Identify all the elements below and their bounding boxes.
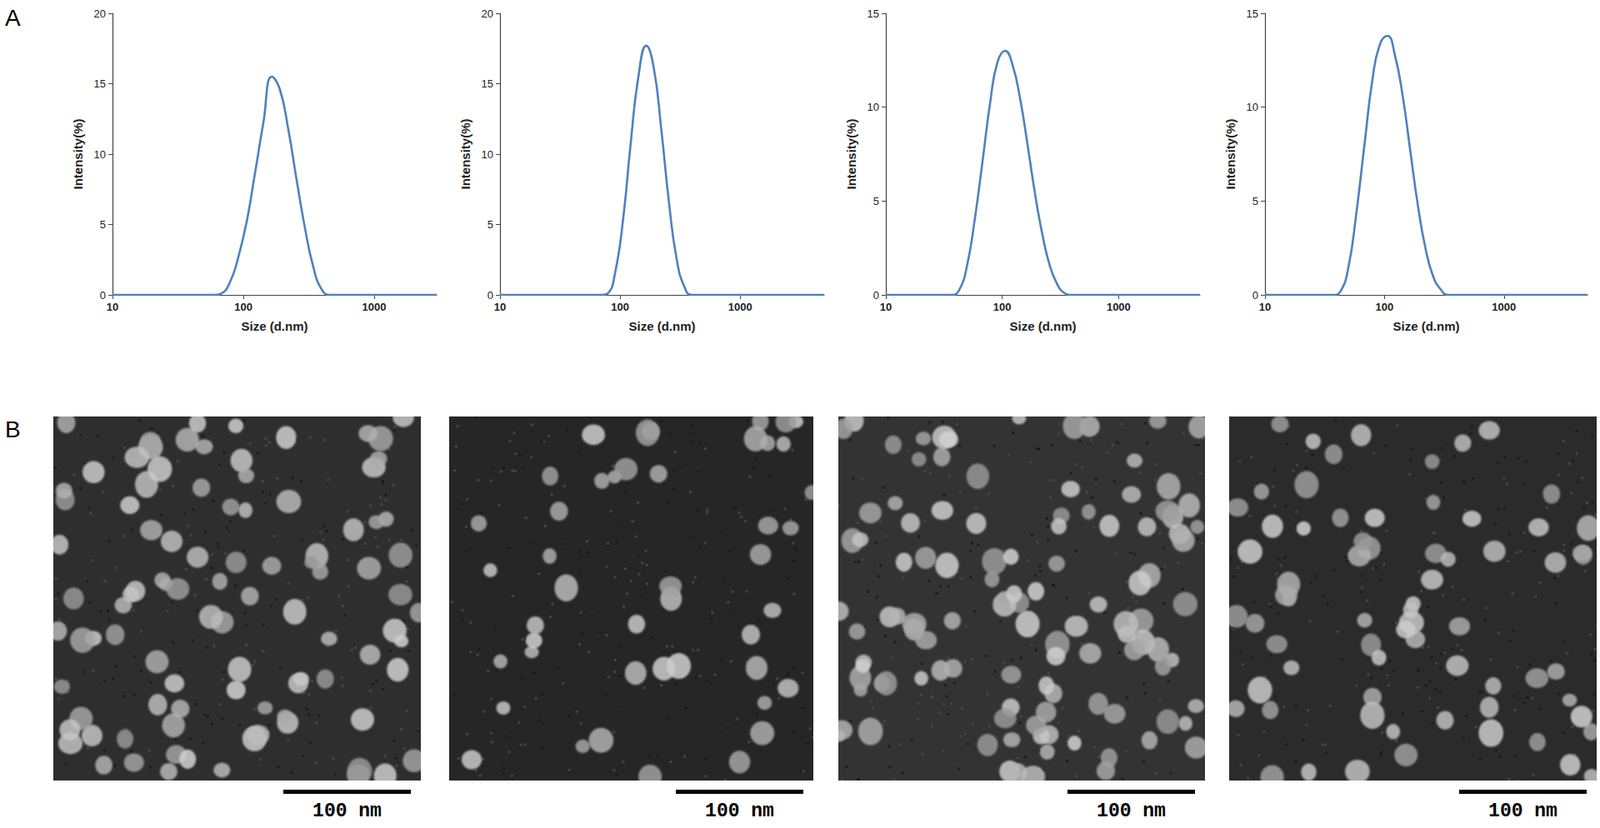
svg-text:1000: 1000 bbox=[1106, 300, 1131, 314]
svg-text:5: 5 bbox=[873, 195, 880, 208]
svg-text:100 nm: 100 nm bbox=[1096, 800, 1166, 823]
svg-text:0: 0 bbox=[487, 289, 494, 302]
svg-text:Intensity(%): Intensity(%) bbox=[458, 118, 473, 190]
svg-text:1000: 1000 bbox=[362, 300, 387, 314]
svg-text:100: 100 bbox=[234, 300, 253, 314]
svg-text:10: 10 bbox=[494, 300, 506, 314]
svg-text:100 nm: 100 nm bbox=[1488, 800, 1558, 823]
svg-text:10: 10 bbox=[1259, 300, 1271, 314]
svg-text:5: 5 bbox=[100, 218, 106, 231]
svg-text:10: 10 bbox=[94, 148, 106, 161]
svg-text:0: 0 bbox=[1252, 289, 1259, 302]
svg-text:15: 15 bbox=[94, 77, 106, 90]
svg-text:100: 100 bbox=[993, 300, 1012, 314]
svg-text:5: 5 bbox=[1252, 195, 1259, 208]
svg-text:Intensity(%): Intensity(%) bbox=[70, 118, 85, 190]
svg-text:0: 0 bbox=[873, 289, 880, 302]
svg-text:Intensity(%): Intensity(%) bbox=[844, 118, 859, 190]
svg-text:100 nm: 100 nm bbox=[312, 800, 382, 823]
svg-text:Size (d.nm): Size (d.nm) bbox=[1009, 319, 1076, 334]
svg-text:15: 15 bbox=[867, 7, 880, 20]
svg-text:100 nm: 100 nm bbox=[705, 800, 775, 823]
svg-text:Intensity(%): Intensity(%) bbox=[1223, 118, 1238, 190]
svg-text:20: 20 bbox=[94, 7, 106, 20]
html-text:A: A bbox=[5, 5, 21, 31]
svg-text:1000: 1000 bbox=[1491, 300, 1516, 314]
svg-text:15: 15 bbox=[1246, 7, 1259, 20]
svg-text:100: 100 bbox=[610, 300, 630, 314]
svg-text:0: 0 bbox=[100, 289, 106, 302]
svg-text:Size (d.nm): Size (d.nm) bbox=[240, 319, 308, 334]
svg-text:10: 10 bbox=[481, 148, 494, 161]
svg-text:10: 10 bbox=[880, 300, 892, 314]
svg-text:100: 100 bbox=[1375, 300, 1395, 314]
html-text:B: B bbox=[5, 416, 21, 443]
svg-text:10: 10 bbox=[106, 300, 119, 314]
svg-text:10: 10 bbox=[867, 100, 880, 114]
svg-text:10: 10 bbox=[1246, 100, 1259, 114]
svg-text:Size (d.nm): Size (d.nm) bbox=[1392, 319, 1460, 334]
svg-text:1000: 1000 bbox=[728, 300, 753, 314]
svg-text:5: 5 bbox=[487, 218, 494, 231]
svg-text:Size (d.nm): Size (d.nm) bbox=[628, 319, 695, 334]
svg-text:15: 15 bbox=[481, 77, 494, 90]
svg-text:20: 20 bbox=[481, 7, 494, 20]
